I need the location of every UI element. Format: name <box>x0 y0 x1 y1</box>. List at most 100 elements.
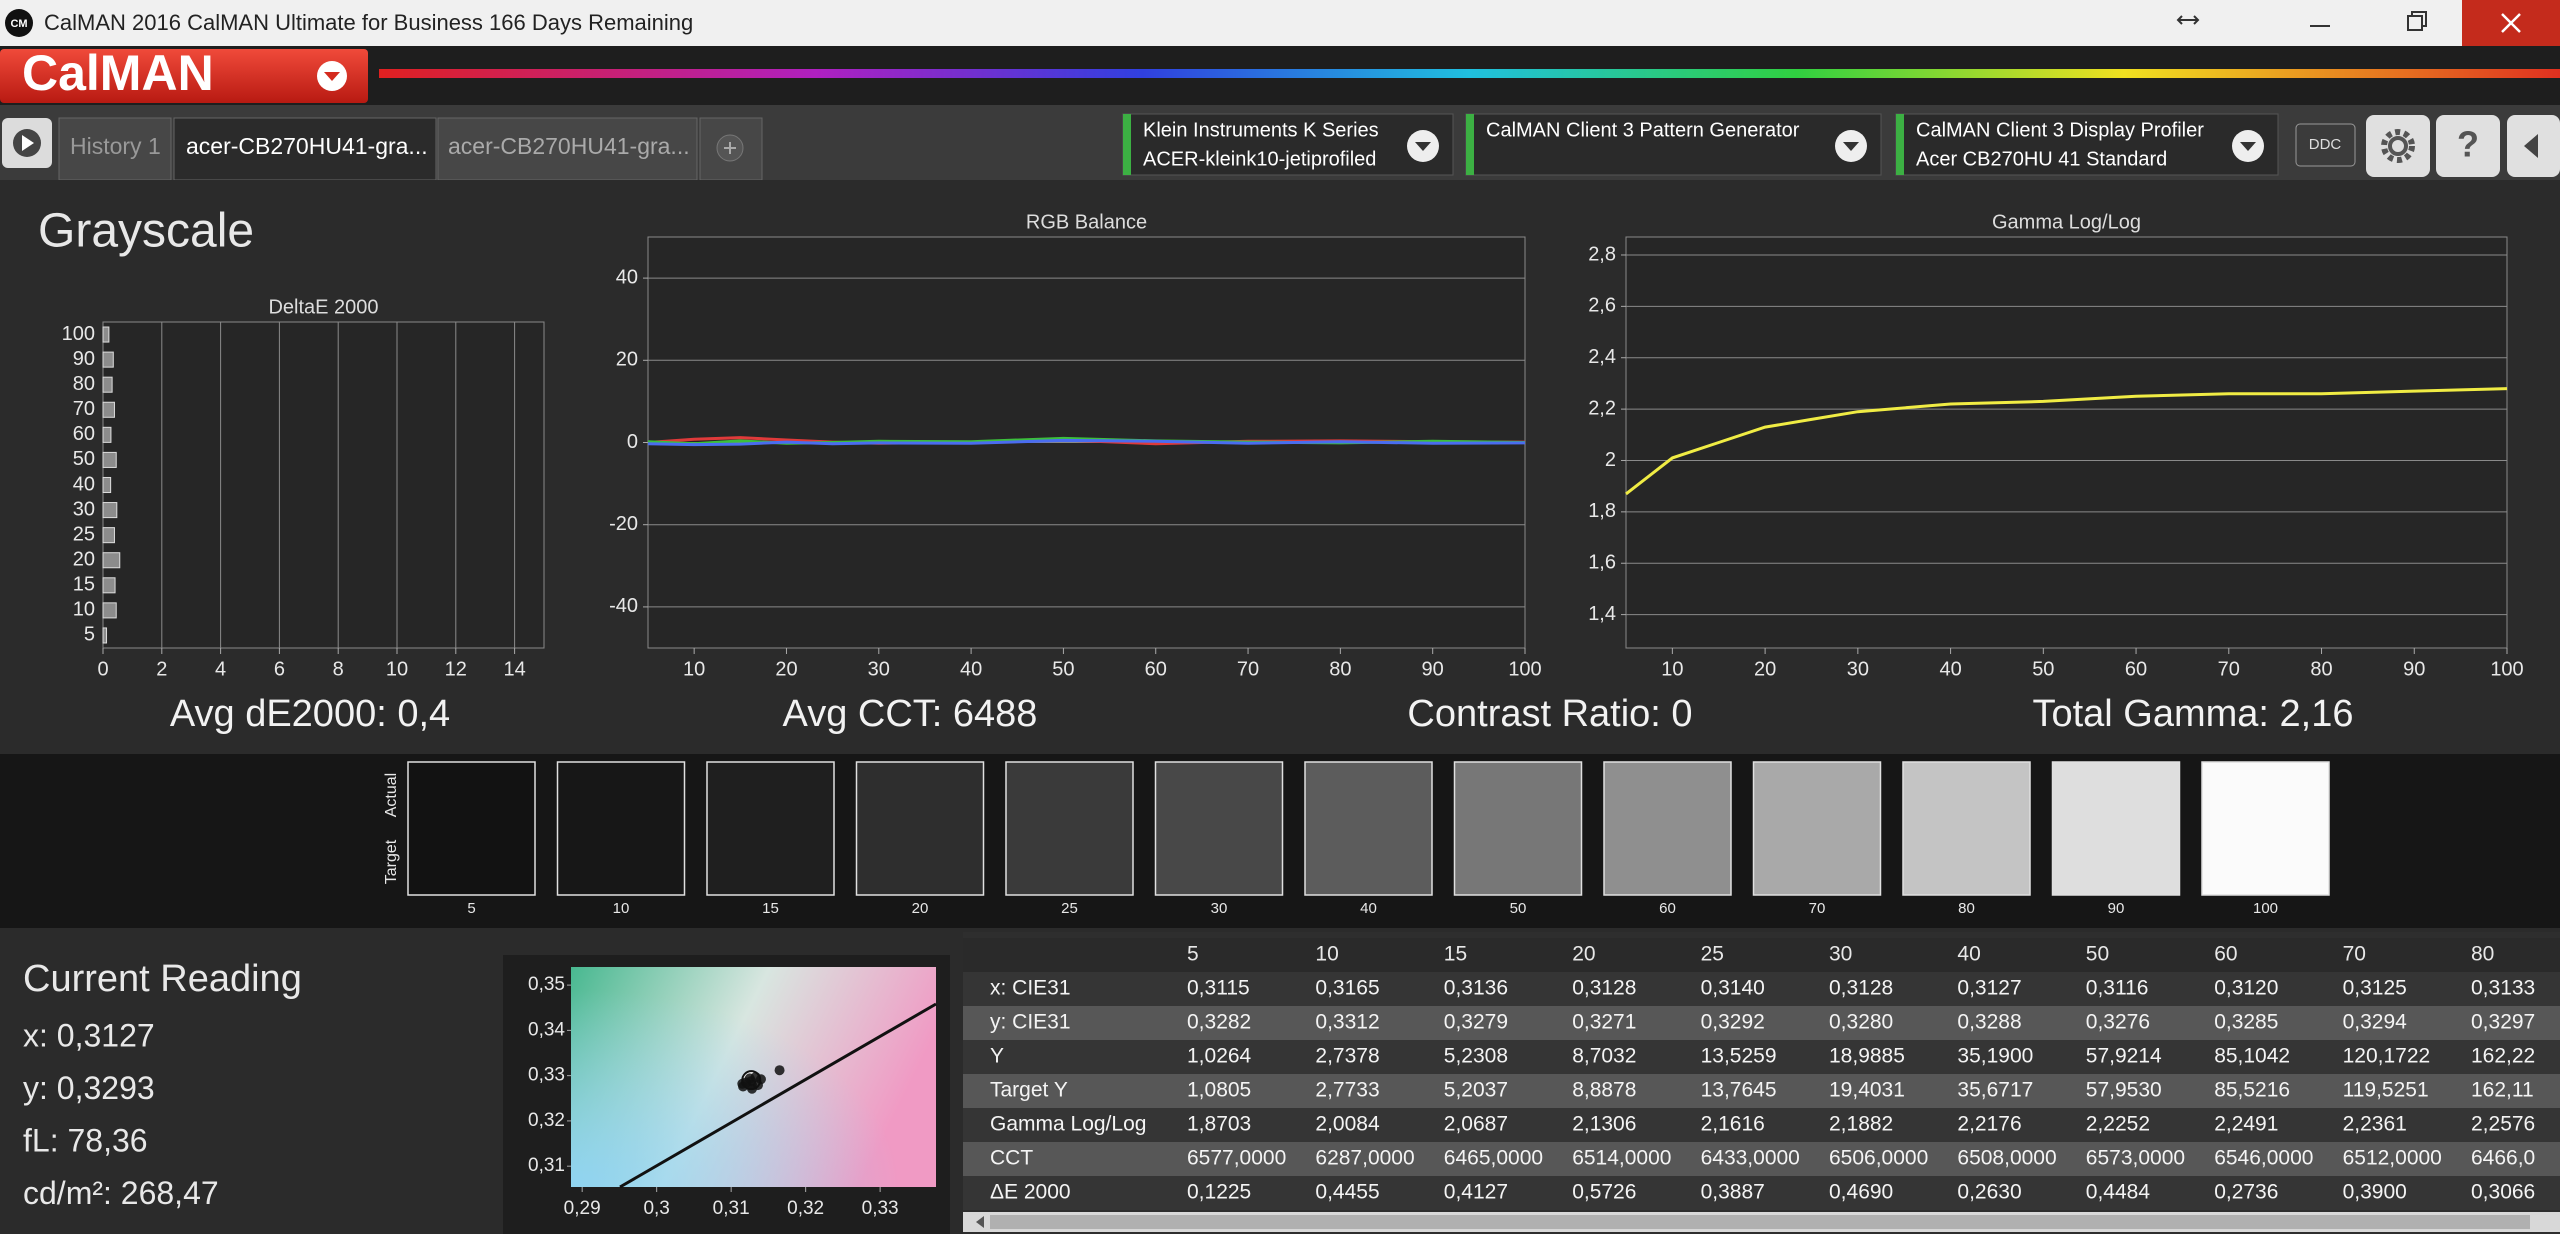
swatch <box>2201 761 2330 896</box>
resize-icon[interactable] <box>2176 15 2200 25</box>
swatch-label: 90 <box>2108 900 2125 917</box>
table-cell: 0,3140 <box>1701 977 1765 1000</box>
swatch <box>1603 761 1732 896</box>
y-tick-label: 20 <box>616 349 638 371</box>
table-cell: 0,3133 <box>2471 977 2535 1000</box>
settings-button[interactable] <box>2366 115 2430 177</box>
device-name: Klein Instruments K Series <box>1143 119 1379 141</box>
y-tick-label: 0,35 <box>528 974 565 995</box>
table-row-label: Target Y <box>990 1079 1068 1102</box>
table-cell: 85,5216 <box>2214 1079 2290 1102</box>
y-tick-label: 80 <box>73 373 95 395</box>
y-tick-label: 50 <box>73 448 95 470</box>
data-line <box>1625 387 2508 496</box>
device-status <box>1466 114 1474 175</box>
y-tick-label: 1,8 <box>1588 500 1616 522</box>
x-tick-label: 0,29 <box>564 1198 601 1219</box>
table-cell: 6287,0000 <box>1315 1147 1414 1170</box>
swatch-label: 15 <box>762 900 779 917</box>
table-cell: 0,3887 <box>1701 1181 1765 1204</box>
table-cell: 6465,0000 <box>1444 1147 1543 1170</box>
x-tick-label: 0,32 <box>787 1198 824 1219</box>
table-cell: 0,5726 <box>1572 1181 1636 1204</box>
swatch-label: 10 <box>613 900 630 917</box>
y-tick-label: 2 <box>1605 449 1616 471</box>
swatch <box>1005 761 1134 896</box>
table-cell: 5,2037 <box>1444 1079 1508 1102</box>
logo-text: CalMAN <box>22 45 214 101</box>
table-cell: 6546,0000 <box>2214 1147 2313 1170</box>
table-cell: 1,0805 <box>1187 1079 1251 1102</box>
dropdown-arrow <box>2240 142 2256 151</box>
table-cell: 19,4031 <box>1829 1079 1905 1102</box>
x-tick-label: 70 <box>1237 658 1259 680</box>
table-cell: 0,4484 <box>2086 1181 2151 1204</box>
rainbow-strip <box>379 69 2560 78</box>
table-cell: 0,3294 <box>2343 1011 2408 1034</box>
bar <box>102 326 110 343</box>
x-tick-label: 80 <box>2310 658 2332 680</box>
table-row <box>963 1176 2560 1210</box>
swatch <box>1902 761 2031 896</box>
title-bar <box>0 0 2560 46</box>
table-cell: 6508,0000 <box>1957 1147 2056 1170</box>
table-cell: 13,7645 <box>1701 1079 1777 1102</box>
ddc-button[interactable] <box>2295 123 2356 167</box>
table-row-label: CCT <box>990 1147 1033 1170</box>
bar <box>102 426 112 443</box>
device-status <box>1123 114 1131 175</box>
table-cell: 162,22 <box>2471 1045 2535 1068</box>
table-row <box>963 1074 2560 1108</box>
collapse-arrow <box>2524 134 2538 158</box>
tab[interactable] <box>437 117 698 181</box>
x-tick-label: 60 <box>1145 658 1167 680</box>
summary-stat: Total Gamma: 2,16 <box>2032 693 2353 735</box>
dropdown-arrow <box>1843 142 1859 151</box>
reading-title: Current Reading <box>23 958 302 1000</box>
table-cell: 18,9885 <box>1829 1045 1905 1068</box>
table-cell: 0,3165 <box>1315 977 1379 1000</box>
summary-stat: Avg CCT: 6488 <box>783 693 1038 735</box>
table-cell: 0,3288 <box>1957 1011 2021 1034</box>
table-cell: 0,3127 <box>1957 977 2021 1000</box>
y-tick-label: 0,31 <box>528 1155 565 1176</box>
swatch-label: 25 <box>1061 900 1078 917</box>
device-selector[interactable] <box>1465 113 1882 176</box>
tab[interactable] <box>58 117 172 181</box>
plot-area <box>102 321 545 649</box>
x-tick-label: 100 <box>2490 658 2523 680</box>
maximize-button[interactable] <box>2407 11 2427 31</box>
table-cell: 0,3297 <box>2471 1011 2535 1034</box>
table-cell: 1,8703 <box>1187 1113 1251 1136</box>
swatch <box>1154 761 1284 896</box>
table-header-row <box>963 938 2560 972</box>
table-cell: 6506,0000 <box>1829 1147 1928 1170</box>
scroll-left[interactable] <box>976 1216 984 1228</box>
table-row <box>963 1108 2560 1142</box>
table-cell: 8,8878 <box>1572 1079 1636 1102</box>
table-cell: 120,1722 <box>2343 1045 2431 1068</box>
planckian-locus <box>619 1002 937 1189</box>
swatch <box>2051 761 2181 896</box>
reading-line: y: 0,3293 <box>23 1070 155 1106</box>
help-button[interactable] <box>2436 115 2500 177</box>
bar <box>102 502 118 519</box>
table-row <box>963 1006 2560 1040</box>
table-cell: 2,2176 <box>1957 1113 2021 1136</box>
scrollbar-thumb[interactable] <box>990 1215 2530 1229</box>
swatch-label: 30 <box>1211 900 1228 917</box>
measured-point <box>750 1072 761 1082</box>
plot-area <box>1625 236 2508 649</box>
logo-box[interactable] <box>0 49 368 103</box>
y-tick-label: 20 <box>73 549 95 571</box>
device-status <box>1896 114 1904 175</box>
reading-line: fL: 78,36 <box>23 1122 148 1158</box>
table-cell: 0,4455 <box>1315 1181 1379 1204</box>
table-header-cell: 60 <box>2214 943 2237 966</box>
x-tick-label: 90 <box>1422 658 1444 680</box>
table-header-cell: 40 <box>1957 943 1980 966</box>
bar <box>102 527 115 544</box>
tab-active[interactable] <box>173 117 437 181</box>
table-cell: 0,3292 <box>1701 1011 1765 1034</box>
table-cell: 2,7733 <box>1315 1079 1379 1102</box>
